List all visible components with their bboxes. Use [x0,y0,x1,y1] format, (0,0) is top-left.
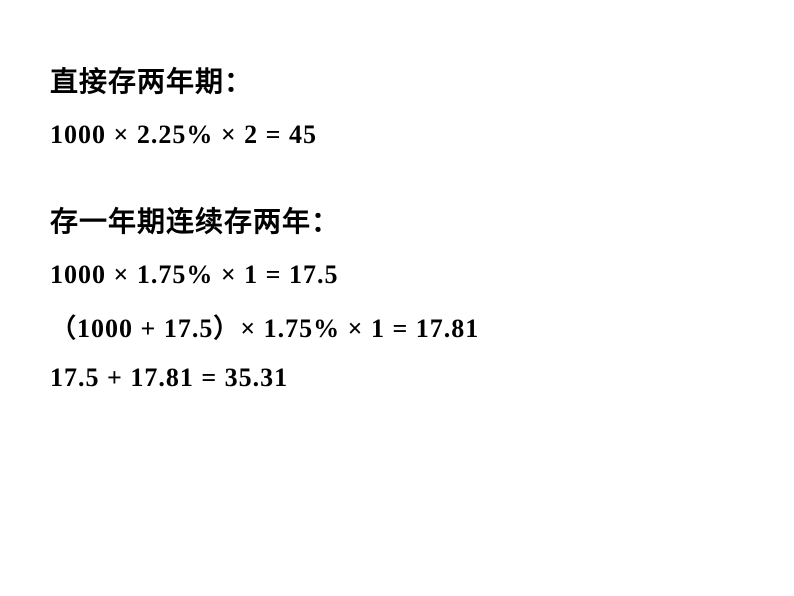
section-two-year-deposit: 直接存两年期： 1000 × 2.25% × 2 = 45 [50,60,744,150]
equation-total-calc: 17.5 + 17.81 = 35.31 [50,363,744,393]
equation-year1-calc: 1000 × 1.75% × 1 = 17.5 [50,260,744,290]
equation-year2-calc: （1000 + 17.5）× 1.75% × 1 = 17.81 [50,308,744,345]
heading-one-year: 存一年期连续存两年： [50,200,744,240]
equation-two-year-calc: 1000 × 2.25% × 2 = 45 [50,120,744,150]
section-one-year-consecutive: 存一年期连续存两年： 1000 × 1.75% × 1 = 17.5 （1000… [50,200,744,393]
heading-two-year: 直接存两年期： [50,60,744,100]
